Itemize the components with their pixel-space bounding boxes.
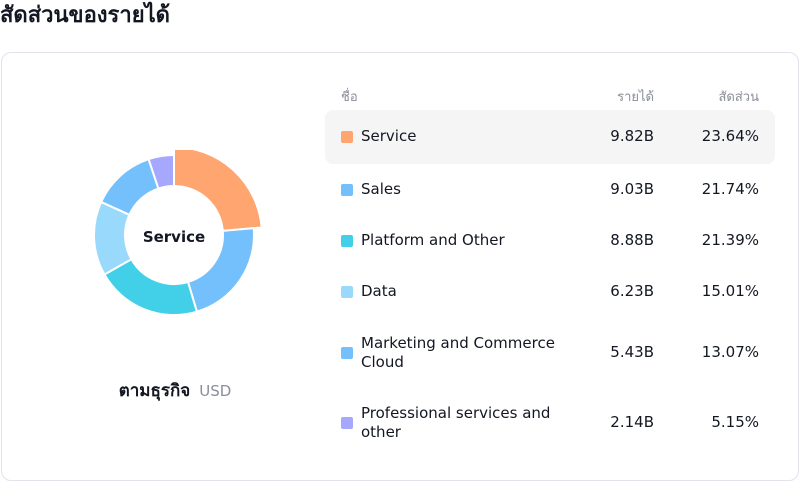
breakdown-label: ตามธุรกิจ	[118, 381, 191, 401]
table-row[interactable]: Sales 9.03B 21.74%	[325, 164, 775, 215]
table-row[interactable]: Data 6.23B 15.01%	[325, 266, 775, 317]
header-name: ชื่อ	[341, 90, 358, 105]
donut-slice[interactable]	[147, 153, 175, 190]
row-revenue: 9.03B	[610, 179, 654, 198]
row-revenue: 2.14B	[610, 412, 654, 431]
row-share: 21.74%	[701, 179, 759, 198]
legend-swatch	[341, 285, 353, 298]
row-name: Professional services and other	[361, 403, 551, 441]
row-name: Platform and Other	[361, 230, 505, 249]
row-name: Sales	[361, 179, 401, 198]
legend-swatch	[341, 234, 353, 247]
row-share: 23.64%	[701, 127, 759, 145]
row-name: Data	[361, 281, 397, 300]
row-name: Service	[361, 127, 417, 145]
row-share: 15.01%	[701, 281, 759, 300]
donut-svg	[94, 150, 263, 316]
header-share: สัดส่วน	[718, 90, 760, 105]
table-row[interactable]: Marketing and Commerce Cloud 5.43B 13.07%	[325, 317, 775, 388]
chart-caption: ตามธุรกิจ USD	[0, 377, 350, 404]
donut-center-label: Service	[142, 228, 206, 246]
table-row[interactable]: Professional services and other 2.14B 5.15…	[325, 388, 775, 457]
row-share: 21.39%	[701, 230, 759, 249]
row-revenue: 5.43B	[610, 342, 654, 361]
currency-label: USD	[199, 382, 232, 400]
donut-slice[interactable]	[173, 150, 263, 232]
revenue-table: ชื่อ รายได้ สัดส่วน Service 9.82B 23.64% Sa…	[325, 80, 775, 457]
row-revenue: 8.88B	[610, 230, 654, 249]
row-share: 13.07%	[701, 342, 759, 361]
table-row[interactable]: Platform and Other 8.88B 21.39%	[325, 215, 775, 266]
table-row[interactable]: Service 9.82B 23.64%	[325, 110, 775, 164]
legend-swatch	[341, 183, 353, 196]
legend-swatch	[341, 416, 353, 429]
page-title: สัดส่วนของรายได้	[0, 3, 170, 28]
legend-swatch	[341, 346, 353, 359]
row-name: Marketing and Commerce Cloud	[361, 333, 555, 371]
donut-chart[interactable]: Service	[94, 150, 264, 320]
row-share: 5.15%	[711, 412, 759, 431]
row-revenue: 9.82B	[610, 127, 654, 145]
table-header: ชื่อ รายได้ สัดส่วน	[325, 80, 775, 110]
header-revenue: รายได้	[617, 90, 654, 105]
row-revenue: 6.23B	[610, 281, 654, 300]
legend-swatch	[341, 131, 353, 143]
